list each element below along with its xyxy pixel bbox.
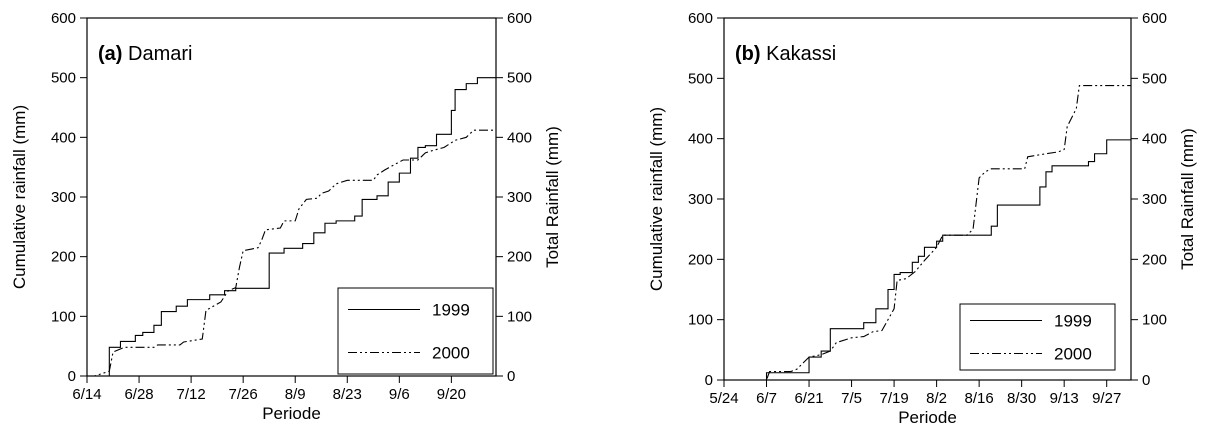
y-tick-label-right: 100: [507, 308, 532, 325]
x-tick-label: 7/19: [879, 390, 908, 407]
x-tick-label: 9/27: [1092, 390, 1121, 407]
y-tick-label-right: 0: [507, 368, 515, 385]
y-tick-label-left: 600: [51, 10, 76, 27]
y-tick-label-left: 0: [705, 372, 713, 389]
x-tick-label: 8/9: [285, 386, 306, 403]
y-tick-label-right: 500: [507, 70, 532, 87]
legend-label-1999: 1999: [432, 301, 470, 320]
y-tick-label-right: 600: [507, 10, 532, 27]
y-tick-label-right: 200: [1142, 251, 1167, 268]
x-axis-label: Periode: [262, 404, 321, 423]
x-tick-label: 5/24: [709, 390, 738, 407]
x-tick-label: 7/26: [229, 386, 258, 403]
y-tick-label-right: 300: [507, 189, 532, 206]
y-tick-label-left: 200: [51, 249, 76, 266]
x-tick-label: 8/2: [926, 390, 947, 407]
y-axis-label-left: Cumulative rainfall (mm): [10, 105, 29, 289]
legend-label-1999: 1999: [1054, 312, 1092, 331]
legend-box: [337, 287, 494, 375]
y-tick-label-left: 600: [688, 10, 713, 27]
y-tick-label-left: 500: [688, 70, 713, 87]
x-tick-label: 8/23: [333, 386, 362, 403]
y-tick-label-right: 300: [1142, 191, 1167, 208]
y-tick-label-left: 400: [688, 131, 713, 148]
y-axis-label-left: Cumulative rainfall (mm): [647, 107, 666, 291]
y-tick-label-right: 200: [507, 249, 532, 266]
y-tick-label-left: 100: [688, 312, 713, 329]
y-tick-label-right: 500: [1142, 70, 1167, 87]
x-tick-label: 8/16: [965, 390, 994, 407]
series-line-2000: [87, 129, 496, 377]
x-tick-label: 6/14: [72, 386, 101, 403]
y-tick-label-left: 500: [51, 70, 76, 87]
panel-name: Kakassi: [761, 43, 837, 65]
y-axis-label-right: Total Rainfall (mm): [543, 126, 562, 268]
panel-letter: (b): [735, 43, 761, 65]
y-tick-label-right: 400: [507, 129, 532, 146]
x-axis-label: Periode: [898, 408, 957, 427]
series-line-1999: [87, 77, 496, 377]
y-tick-label-left: 200: [688, 251, 713, 268]
panel-letter: (a): [98, 43, 122, 65]
x-tick-label: 9/13: [1050, 390, 1079, 407]
y-tick-label-right: 400: [1142, 131, 1167, 148]
y-tick-label-left: 300: [51, 189, 76, 206]
panel-title: (a) Damari: [98, 43, 192, 65]
x-tick-label: 6/21: [794, 390, 823, 407]
series-line-2000: [724, 85, 1131, 381]
panel-title: (b) Kakassi: [735, 43, 836, 65]
x-tick-label: 9/6: [389, 386, 410, 403]
chart-panel-1: 0 0 100 100 200 200 300 300 400 400 500 500 600 600 6/…: [10, 10, 562, 423]
y-tick-label-right: 0: [1142, 372, 1150, 389]
x-tick-label: 9/20: [437, 386, 466, 403]
y-tick-label-right: 100: [1142, 312, 1167, 329]
panel-name: Damari: [122, 43, 192, 65]
x-tick-label: 8/30: [1007, 390, 1036, 407]
legend-label-2000: 2000: [1054, 345, 1092, 364]
x-tick-label: 6/28: [124, 386, 153, 403]
x-tick-label: 7/5: [841, 390, 862, 407]
y-tick-label-right: 600: [1142, 10, 1167, 27]
y-axis-label-right: Total Rainfall (mm): [1178, 128, 1197, 270]
series-line-1999: [724, 139, 1131, 381]
chart-panel-2: 0 0 100 100 200 200 300 300 400 400 500 500 600 600 5/…: [647, 10, 1197, 427]
y-tick-label-left: 100: [51, 308, 76, 325]
y-tick-label-left: 300: [688, 191, 713, 208]
x-tick-label: 7/12: [177, 386, 206, 403]
y-tick-label-left: 0: [68, 368, 76, 385]
x-tick-label: 6/7: [756, 390, 777, 407]
y-tick-label-left: 400: [51, 129, 76, 146]
legend-label-2000: 2000: [432, 344, 470, 363]
legend-box: [959, 303, 1116, 371]
